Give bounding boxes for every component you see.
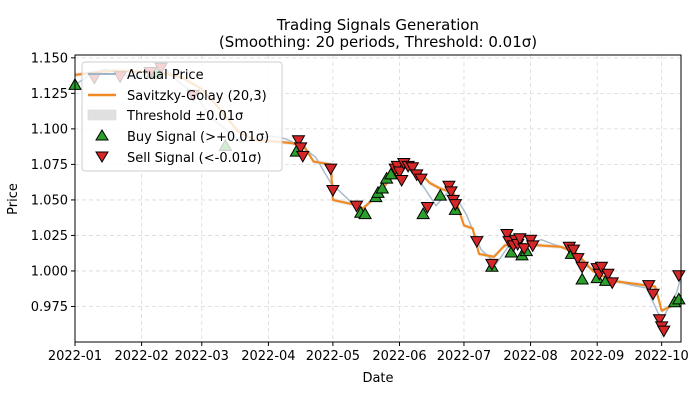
y-tick-label: 1.050 xyxy=(31,193,68,208)
x-tick-label: 2022-09 xyxy=(570,349,624,364)
sell-signal-marker xyxy=(641,280,656,293)
sell-signal-marker xyxy=(570,253,585,266)
sell-signal-marker xyxy=(469,236,484,249)
sell-signal-marker xyxy=(444,186,458,199)
sell-signal-marker xyxy=(646,288,660,301)
buy-signal-marker xyxy=(375,181,390,194)
x-axis-label: Date xyxy=(362,371,393,386)
x-tick-label: 2022-07 xyxy=(437,349,491,364)
plot-frame xyxy=(74,54,682,343)
sell-signal-marker xyxy=(420,202,435,215)
buy-signal-marker xyxy=(433,188,448,201)
x-tick-label: 2022-01 xyxy=(48,349,102,364)
y-tick-label: 1.000 xyxy=(31,264,68,279)
chart-title: Trading Signals Generation xyxy=(276,16,479,34)
sell-signal-marker xyxy=(414,173,428,186)
sell-signal-marker xyxy=(293,142,308,155)
sell-signal-marker xyxy=(525,240,540,253)
legend-buy-swatch xyxy=(95,129,109,141)
sell-signal-marker xyxy=(652,314,667,327)
x-tick-label: 2022-06 xyxy=(372,349,426,364)
buy-signal-marker xyxy=(416,207,430,220)
sell-signal-marker xyxy=(349,200,364,213)
buy-signal-marker xyxy=(358,207,372,220)
sell-signal-marker xyxy=(291,135,306,148)
legend: Actual Price Savitzky-Golay (20,3) Thres… xyxy=(81,61,283,172)
chart-subtitle: (Smoothing: 20 periods, Threshold: 0.01σ… xyxy=(219,33,537,51)
sell-signal-marker xyxy=(326,184,340,197)
buy-signal-marker xyxy=(671,292,686,305)
sell-signal-marker xyxy=(566,244,581,257)
buy-signal-marker xyxy=(575,272,590,285)
sell-signal-marker xyxy=(671,270,686,283)
y-tick-label: 1.150 xyxy=(31,51,68,66)
sell-signal-marker xyxy=(485,258,499,271)
y-tick-label: 1.075 xyxy=(31,158,68,173)
sell-signal-marker xyxy=(392,166,407,179)
x-tick-label: 2022-02 xyxy=(114,349,168,364)
sell-signal-marker xyxy=(405,162,420,175)
legend-threshold-swatch xyxy=(87,109,117,121)
sell-signal-marker xyxy=(394,175,409,188)
legend-threshold-label: Threshold ±0.01σ xyxy=(126,109,243,124)
legend-sell-swatch xyxy=(95,151,109,163)
legend-sell-label: Sell Signal (<-0.01σ) xyxy=(127,151,262,166)
sell-signal-marker xyxy=(605,277,620,290)
x-tick-label: 2022-05 xyxy=(306,349,360,364)
legend-smooth-label: Savitzky-Golay (20,3) xyxy=(127,89,267,104)
y-tick-label: 0.975 xyxy=(31,300,68,315)
legend-actual-label: Actual Price xyxy=(127,68,204,83)
sell-signal-marker xyxy=(601,268,615,281)
buy-signal-marker xyxy=(504,245,519,258)
buy-signal-marker xyxy=(384,167,398,180)
x-tick-label: 2022-03 xyxy=(175,349,229,364)
y-tick-label: 1.025 xyxy=(31,229,68,244)
x-tick-label: 2022-08 xyxy=(503,349,557,364)
x-tick-label: 2022-10 xyxy=(634,349,688,364)
legend-buy-label: Buy Signal (>+0.01σ) xyxy=(127,130,269,145)
sell-signal-marker xyxy=(517,243,531,256)
y-axis-label: Price xyxy=(6,183,21,215)
sell-signal-marker xyxy=(323,163,338,176)
x-tick-label: 2022-04 xyxy=(241,349,295,364)
sell-signal-marker xyxy=(295,150,310,163)
x-axis-ticks: 2022-01 2022-02 2022-03 2022-04 2022-05 2022-… xyxy=(48,342,689,364)
y-axis-ticks: 0.975 1.000 1.025 1.050 1.075 1.100 1.125 1.150 xyxy=(31,51,75,315)
y-tick-label: 1.125 xyxy=(31,87,68,102)
legend-box xyxy=(81,61,283,172)
sell-signal-marker xyxy=(512,233,527,246)
sell-signal-marker xyxy=(594,261,609,274)
sell-signal-marker xyxy=(448,199,463,212)
y-tick-label: 1.100 xyxy=(31,122,68,137)
sell-signal-marker xyxy=(656,325,671,338)
sell-signal-marker xyxy=(575,261,590,274)
